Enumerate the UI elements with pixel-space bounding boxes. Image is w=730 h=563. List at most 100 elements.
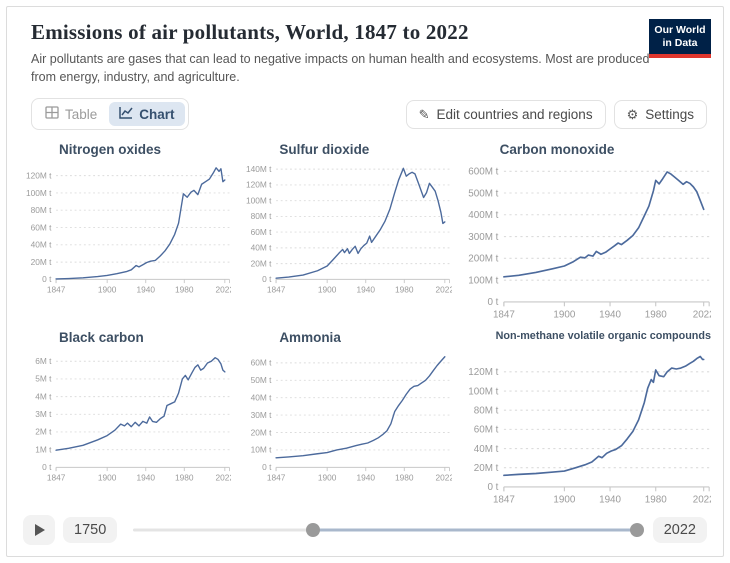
- chart-canvas-black-carbon[interactable]: 0 t 1M t 2M t 3M t 4M t 5M t 6M t 1847 1900 1940 1…: [19, 345, 231, 486]
- svg-text:1940: 1940: [599, 494, 621, 505]
- svg-text:1940: 1940: [136, 284, 155, 294]
- footer: Data source: Hoesly et al. (2024) - Comm…: [7, 549, 723, 556]
- svg-text:2022: 2022: [436, 472, 452, 482]
- chart-canvas-sulfur-dioxide[interactable]: 0 t 20M t 40M t 60M t 80M t 100M t 120M t 140M …: [239, 157, 451, 298]
- chart-black-carbon: Black carbon 0 t 1M t 2M t 3M t 4M t 5M t 6M t…: [19, 326, 231, 509]
- svg-text:600M t: 600M t: [468, 167, 498, 178]
- slider-handle-start[interactable]: [305, 522, 320, 537]
- timeline-start-year[interactable]: 1750: [63, 516, 118, 543]
- svg-text:0 t: 0 t: [42, 274, 52, 284]
- svg-text:1847: 1847: [47, 472, 66, 482]
- svg-text:1980: 1980: [175, 472, 194, 482]
- svg-text:5M t: 5M t: [35, 374, 52, 384]
- timeline-row: 1750 2022: [7, 509, 723, 549]
- pencil-icon: ✎: [418, 106, 430, 122]
- svg-text:0 t: 0 t: [487, 482, 498, 493]
- edit-countries-label: Edit countries and regions: [436, 106, 593, 122]
- chart-carbon-monoxide: Carbon monoxide 0 t 100M t 200M t 300M t 400…: [460, 138, 711, 324]
- svg-text:60M t: 60M t: [31, 222, 53, 232]
- svg-text:50M t: 50M t: [251, 375, 273, 385]
- svg-text:40M t: 40M t: [251, 392, 273, 402]
- svg-text:0 t: 0 t: [262, 462, 272, 472]
- tab-table-label: Table: [65, 106, 98, 122]
- svg-text:1980: 1980: [395, 284, 414, 294]
- svg-text:1940: 1940: [136, 472, 155, 482]
- chart-canvas-nmvoc[interactable]: 0 t 20M t 40M t 60M t 80M t 100M t 120M t 1847 1…: [460, 342, 711, 509]
- svg-text:1900: 1900: [553, 494, 575, 505]
- chart-title-carbon-monoxide: Carbon monoxide: [499, 142, 615, 157]
- svg-text:1900: 1900: [318, 284, 337, 294]
- svg-text:4M t: 4M t: [35, 391, 52, 401]
- svg-text:20M t: 20M t: [473, 463, 498, 474]
- svg-text:120M t: 120M t: [468, 367, 498, 378]
- svg-text:40M t: 40M t: [251, 243, 273, 253]
- owid-logo[interactable]: Our World in Data: [649, 19, 711, 59]
- timeline-end-year[interactable]: 2022: [652, 516, 707, 543]
- tab-chart[interactable]: Chart: [109, 102, 185, 126]
- chart-title-nmvoc: Non-methane volatile organic compounds: [495, 329, 711, 342]
- chart-title-nitrogen-oxides: Nitrogen oxides: [59, 142, 162, 157]
- svg-text:20M t: 20M t: [251, 258, 273, 268]
- svg-text:1940: 1940: [357, 472, 376, 482]
- svg-text:80M t: 80M t: [251, 211, 273, 221]
- svg-text:0 t: 0 t: [42, 462, 52, 472]
- edit-countries-button[interactable]: ✎ Edit countries and regions: [405, 99, 606, 129]
- svg-text:3M t: 3M t: [35, 409, 52, 419]
- settings-label: Settings: [645, 106, 694, 122]
- chart-nitrogen-oxides: Nitrogen oxides 0 t 20M t 40M t 60M t 80M t 1…: [19, 138, 231, 324]
- svg-text:1847: 1847: [493, 309, 515, 320]
- svg-text:1847: 1847: [267, 472, 286, 482]
- chart-canvas-carbon-monoxide[interactable]: 0 t 100M t 200M t 300M t 400M t 500M t 600M t 1…: [460, 157, 711, 324]
- gear-icon: ⚙: [626, 106, 639, 122]
- tab-table[interactable]: Table: [35, 102, 107, 126]
- svg-text:300M t: 300M t: [468, 232, 498, 243]
- header-buttons: ✎ Edit countries and regions ⚙ Settings: [405, 99, 707, 129]
- svg-text:2022: 2022: [692, 309, 711, 320]
- svg-text:120M t: 120M t: [26, 170, 52, 180]
- timeline-slider[interactable]: [133, 515, 644, 545]
- svg-text:140M t: 140M t: [246, 164, 272, 174]
- settings-button[interactable]: ⚙ Settings: [613, 99, 707, 129]
- svg-text:2022: 2022: [216, 284, 232, 294]
- logo-line-1: Our World: [654, 24, 706, 36]
- svg-text:2022: 2022: [436, 284, 452, 294]
- play-icon: [35, 523, 45, 536]
- svg-text:0 t: 0 t: [262, 274, 272, 284]
- play-button[interactable]: [23, 514, 55, 545]
- logo-line-2: in Data: [662, 37, 698, 50]
- svg-text:1847: 1847: [493, 494, 515, 505]
- tab-chart-label: Chart: [139, 106, 175, 122]
- svg-text:1900: 1900: [318, 472, 337, 482]
- svg-text:1940: 1940: [599, 309, 621, 320]
- svg-text:500M t: 500M t: [468, 188, 498, 199]
- slider-handle-end[interactable]: [629, 522, 644, 537]
- chart-canvas-ammonia[interactable]: 0 t 10M t 20M t 30M t 40M t 50M t 60M t 1847 190…: [239, 345, 452, 486]
- svg-text:1M t: 1M t: [35, 444, 52, 454]
- svg-text:0 t: 0 t: [487, 297, 498, 308]
- chart-nmvoc: Non-methane volatile organic compounds 0…: [460, 326, 711, 509]
- chart-canvas-nitrogen-oxides[interactable]: 0 t 20M t 40M t 60M t 80M t 100M t 120M t 1847 1…: [19, 157, 231, 298]
- svg-text:1980: 1980: [644, 494, 666, 505]
- svg-text:1980: 1980: [395, 472, 414, 482]
- svg-text:1847: 1847: [267, 284, 286, 294]
- svg-text:60M t: 60M t: [473, 425, 498, 436]
- svg-text:60M t: 60M t: [251, 227, 273, 237]
- svg-text:400M t: 400M t: [468, 210, 498, 221]
- svg-text:100M t: 100M t: [246, 195, 272, 205]
- svg-text:100M t: 100M t: [468, 386, 498, 397]
- svg-text:120M t: 120M t: [246, 180, 272, 190]
- slider-selected-range[interactable]: [312, 528, 637, 532]
- chart-sulfur-dioxide: Sulfur dioxide 0 t 20M t 40M t 60M t 80M t 10…: [239, 138, 451, 324]
- svg-text:60M t: 60M t: [251, 358, 273, 368]
- page-title: Emissions of air pollutants, World, 1847…: [31, 20, 469, 44]
- svg-text:100M t: 100M t: [26, 188, 52, 198]
- svg-text:40M t: 40M t: [31, 240, 53, 250]
- svg-text:6M t: 6M t: [35, 356, 52, 366]
- svg-text:20M t: 20M t: [251, 427, 273, 437]
- svg-text:200M t: 200M t: [468, 254, 498, 265]
- svg-text:10M t: 10M t: [251, 445, 273, 455]
- svg-text:1900: 1900: [98, 284, 117, 294]
- svg-text:1980: 1980: [644, 309, 666, 320]
- line-chart-icon: [119, 106, 133, 122]
- view-tab-group: Table Chart: [31, 98, 189, 130]
